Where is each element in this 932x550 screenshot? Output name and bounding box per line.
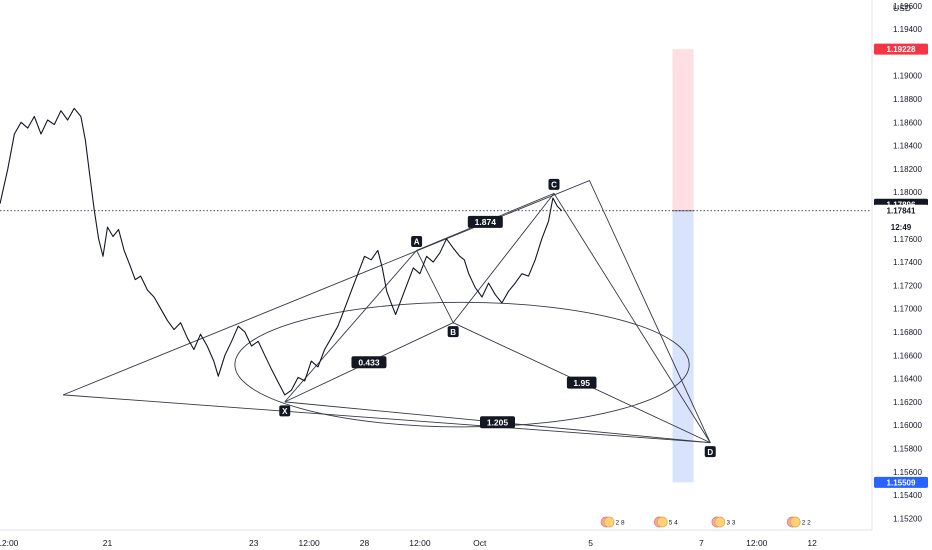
price-tick-label: 1.18600	[893, 118, 922, 127]
time-tick-label: 7	[699, 538, 704, 548]
price-badge-value: 1.15509	[887, 478, 916, 487]
price-tick-label: 1.18800	[893, 95, 922, 104]
price-badge-bg	[874, 476, 928, 488]
price-badge-bg	[874, 43, 928, 55]
price-tick-label: 1.17400	[893, 258, 922, 267]
price-tick-label: 1.18400	[893, 142, 922, 151]
event-count: 2 8	[616, 520, 625, 527]
price-badge: 1.15509	[874, 476, 928, 488]
price-series	[0, 107, 563, 396]
pattern-point-badge	[279, 405, 291, 417]
ratio-badge	[351, 356, 387, 369]
price-tick-label: 1.16000	[893, 421, 922, 430]
event-markers[interactable]: 2 8 5 4 3 3 2 2	[600, 516, 811, 528]
price-badge: 1.17841	[873, 204, 929, 217]
pattern-point-badge	[411, 235, 423, 247]
flag-icon	[603, 516, 615, 528]
flag-icon	[656, 516, 668, 528]
price-tick-label: 1.17600	[893, 235, 922, 244]
time-tick-label: Oct	[473, 538, 487, 548]
pattern-point-label: D	[707, 448, 713, 457]
pattern-point-a: A	[411, 235, 423, 247]
price-tick-label: 1.15600	[893, 468, 922, 477]
price-tick-label: 1.19600	[893, 2, 922, 11]
economic-event-marker[interactable]: 2 2	[786, 516, 811, 528]
pattern-point-x: X	[279, 405, 291, 417]
price-tick-label: 1.16800	[893, 328, 922, 337]
price-tick-label: 1.19000	[893, 72, 922, 81]
ratio-badge	[566, 376, 597, 389]
triangle-drawing	[62, 179, 711, 444]
ratio-label: 1.205	[479, 416, 515, 429]
time-tick-label: 5	[588, 538, 593, 548]
time-tick-label: 12:00	[298, 538, 320, 548]
pattern-point-label: C	[551, 181, 557, 190]
pattern-point-badge	[548, 178, 560, 190]
pattern-labels: X A B C D 0.433 1.874 1.95 1.205	[279, 178, 716, 458]
price-tick-label: 1.16400	[893, 375, 922, 384]
pattern-point-badge	[704, 446, 716, 458]
price-tick-label: 1.17000	[893, 305, 922, 314]
time-tick-label: 21	[103, 538, 113, 548]
pattern-point-b: B	[447, 326, 459, 338]
ratio-badge	[467, 215, 503, 228]
target-zone[interactable]	[672, 49, 694, 211]
price-badge-value: 12:49	[891, 223, 912, 232]
economic-event-marker[interactable]: 2 8	[600, 516, 625, 528]
price-tick-label: 1.15800	[893, 444, 922, 453]
price-badge-value: 1.19228	[887, 45, 916, 54]
price-tick-label: 1.18000	[893, 188, 922, 197]
ratio-value: 1.205	[487, 418, 509, 428]
ratio-label: 0.433	[351, 356, 387, 369]
ratio-value: 1.874	[475, 217, 497, 227]
price-badge-bg	[873, 221, 929, 234]
currency-label: USD	[893, 3, 911, 13]
price-badge-value: 1.17841	[887, 207, 916, 216]
flag-icon	[714, 516, 726, 528]
risk-reward-tool[interactable]	[0, 49, 872, 483]
pattern-point-label: B	[450, 328, 456, 337]
time-tick-label: 12	[807, 538, 817, 548]
ratio-label: 1.874	[467, 215, 503, 228]
flag-icon	[789, 516, 801, 528]
time-tick-label: 12:00	[746, 538, 768, 548]
price-line	[0, 107, 563, 396]
price-badge-bg	[873, 204, 929, 217]
pattern-point-label: A	[414, 238, 420, 247]
price-tick-label: 1.15200	[893, 514, 922, 523]
price-badge: 1.19228	[874, 43, 928, 55]
event-count: 5 4	[669, 520, 678, 527]
event-count: 2 2	[802, 520, 811, 527]
ratio-label: 1.95	[566, 376, 597, 389]
pattern-point-d: D	[704, 446, 716, 458]
ratio-value: 0.433	[358, 358, 380, 368]
price-badge: 12:49	[873, 221, 929, 234]
economic-event-marker[interactable]: 5 4	[653, 516, 678, 528]
pattern-point-c: C	[548, 178, 560, 190]
stop-zone[interactable]	[672, 210, 694, 483]
price-tick-label: 1.19400	[893, 25, 922, 34]
pattern-point-badge	[447, 326, 459, 338]
price-tick-label: 1.16600	[893, 351, 922, 360]
price-tick-label: 1.17200	[893, 281, 922, 290]
time-tick-label: 12:00	[0, 538, 19, 548]
time-tick-label: 12:00	[409, 538, 431, 548]
ratio-badge	[479, 416, 515, 429]
time-tick-label: 23	[249, 538, 259, 548]
event-count: 3 3	[726, 520, 735, 527]
price-tick-label: 1.18200	[893, 165, 922, 174]
ratio-value: 1.95	[573, 378, 590, 388]
time-tick-label: 28	[360, 538, 370, 548]
price-tick-label: 1.16200	[893, 398, 922, 407]
economic-event-marker[interactable]: 3 3	[711, 516, 736, 528]
pattern-point-label: X	[282, 407, 288, 416]
price-tick-label: 1.15400	[893, 491, 922, 500]
ellipse-drawing	[234, 301, 690, 428]
